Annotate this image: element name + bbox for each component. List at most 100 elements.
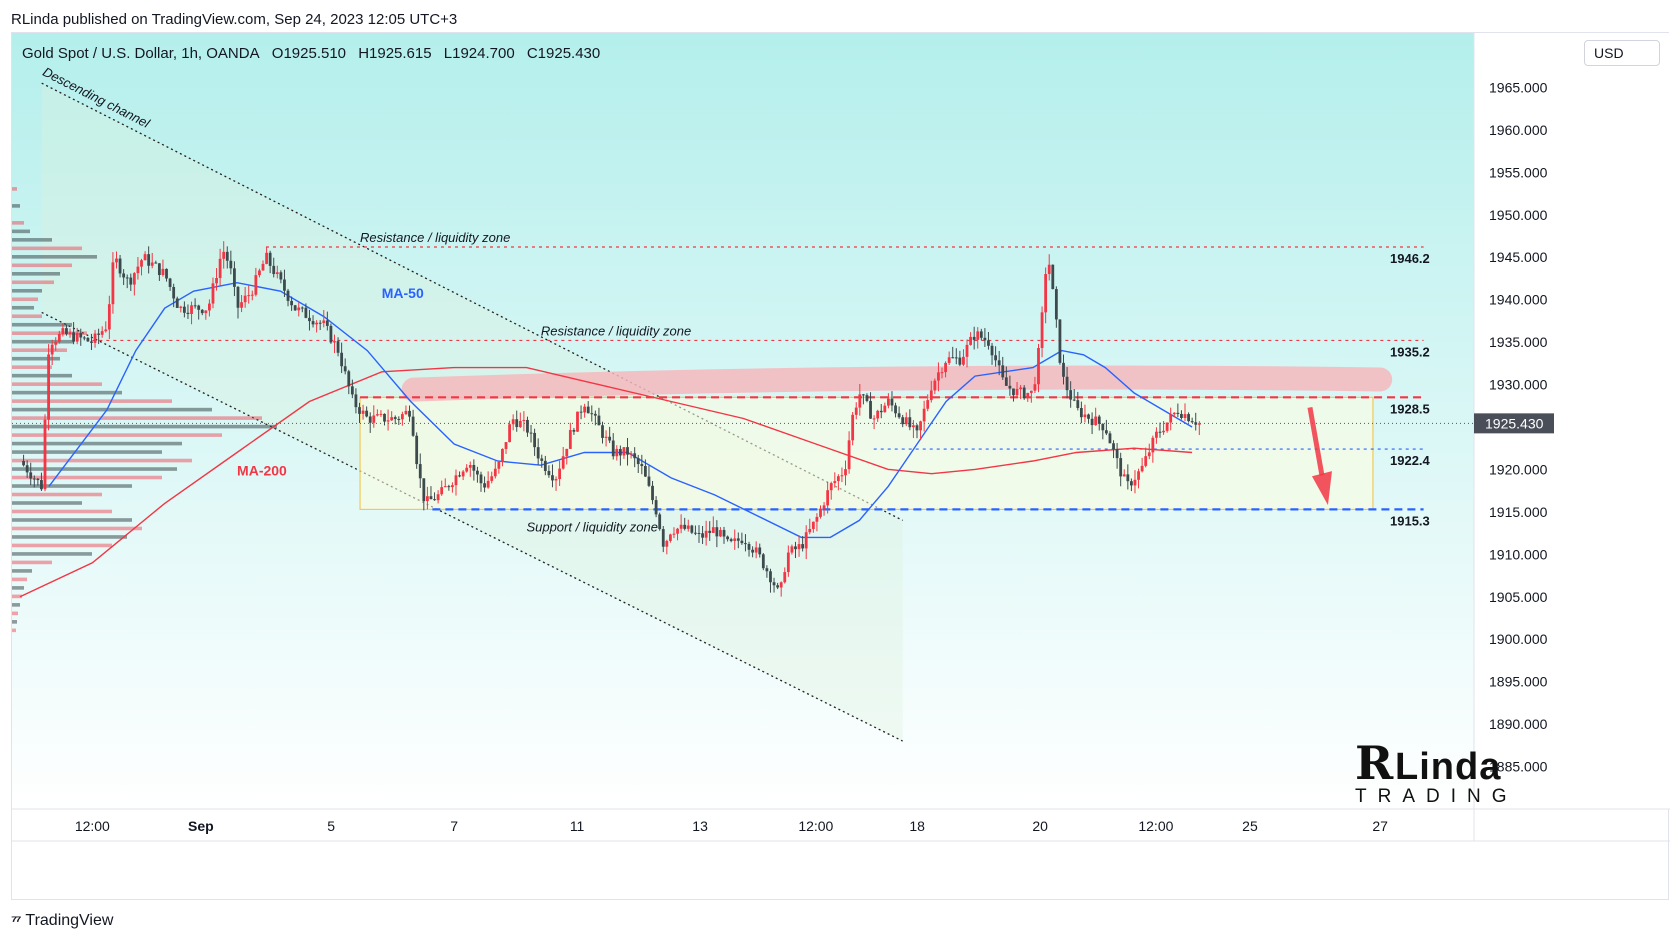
candle-body — [79, 333, 83, 338]
candle-body — [797, 544, 801, 550]
candle-body — [969, 336, 972, 345]
candle-body — [629, 453, 633, 455]
time-tick-label: 7 — [450, 818, 458, 834]
candle-body — [1083, 414, 1087, 418]
candle-body — [193, 305, 197, 307]
candle-body — [715, 527, 719, 537]
candle-body — [772, 582, 776, 586]
candle-body — [368, 416, 372, 423]
candle-body — [1115, 449, 1119, 459]
candle-body — [665, 540, 669, 547]
candle-body — [283, 279, 286, 291]
candle-body — [972, 336, 976, 340]
candle-body — [822, 505, 826, 509]
candle-body — [1119, 458, 1123, 477]
candle-body — [744, 543, 747, 545]
price-tick-label: 1965.000 — [1489, 79, 1548, 95]
candle-body — [82, 337, 86, 339]
volume-profile-bar — [12, 424, 277, 429]
price-tick-label: 1920.000 — [1489, 461, 1548, 477]
candle-body — [250, 294, 254, 296]
candle-body — [293, 305, 297, 311]
candle-body — [811, 521, 815, 529]
candle-body — [229, 260, 233, 269]
price-tick-label: 1885.000 — [1489, 759, 1548, 775]
ohlc-open: O1925.510 — [271, 45, 347, 62]
candle-body — [415, 435, 419, 465]
volume-profile-bar — [12, 280, 54, 285]
candle-body — [1112, 443, 1115, 450]
candle-body — [908, 417, 912, 428]
level-label: 1928.5 — [1390, 401, 1430, 416]
candle-body — [129, 277, 133, 285]
candle-body — [561, 456, 565, 469]
symbol-info: Gold Spot / U.S. Dollar, 1h, OANDA O1925… — [22, 45, 608, 62]
candle-body — [172, 286, 176, 299]
candle-body — [733, 538, 737, 542]
candle-body — [593, 413, 597, 416]
candle-body — [983, 337, 987, 341]
candle-body — [25, 465, 29, 473]
candle-body — [636, 458, 640, 465]
rlinda-logo: R Linda TRADING — [1355, 736, 1515, 807]
candle-body — [43, 419, 47, 490]
volume-profile-bar — [12, 603, 20, 607]
candle-body — [894, 405, 897, 414]
candle-body — [1144, 456, 1148, 466]
volume-profile-bar — [12, 611, 18, 616]
price-tick-label: 1955.000 — [1489, 164, 1548, 180]
candle-body — [440, 487, 444, 495]
candle-body — [711, 527, 715, 533]
time-tick-label: 25 — [1242, 818, 1258, 834]
candle-body — [886, 398, 890, 406]
candle-body — [265, 252, 268, 264]
candle-body — [422, 478, 426, 502]
candle-body — [912, 425, 915, 428]
candle-body — [61, 328, 65, 334]
candle-body — [590, 413, 594, 415]
candle-body — [551, 475, 554, 481]
price-tick-label: 1940.000 — [1489, 292, 1548, 308]
candle-body — [640, 464, 644, 467]
time-axis-ticks: 12:00 Sep 5 7 11 13 12:00 18 20 12:00 25 27 — [75, 818, 1388, 834]
candle-body — [1044, 274, 1048, 313]
currency-selector[interactable]: USD — [1584, 40, 1660, 66]
candle-body — [515, 419, 519, 428]
candle-body — [904, 417, 908, 425]
volume-profile-bar — [12, 492, 102, 497]
volume-profile-bar — [12, 221, 24, 225]
candle-body — [400, 414, 404, 420]
candle-body — [343, 366, 347, 372]
candle-body — [626, 447, 629, 455]
candle-body — [836, 476, 840, 482]
candle-body — [47, 354, 50, 420]
candle-body — [1180, 413, 1183, 418]
time-tick-label: 12:00 — [1138, 818, 1173, 834]
candle-body — [347, 371, 351, 387]
candle-body — [204, 310, 208, 314]
tradingview-brand[interactable]: ⁷⁷ TradingView — [11, 912, 113, 930]
volume-profile-bar — [12, 339, 74, 344]
candle-body — [1172, 412, 1176, 415]
candle-body — [54, 341, 58, 345]
candle-body — [243, 295, 247, 303]
candle-body — [1094, 416, 1098, 426]
chart-canvas[interactable]: 1946.21935.21928.51922.41915.3Descending… — [12, 33, 1670, 901]
candle-body — [736, 538, 740, 541]
candle-body — [118, 258, 122, 274]
candle-body — [604, 436, 608, 438]
candle-body — [472, 465, 476, 471]
candle-body — [861, 394, 865, 396]
candle-body — [751, 549, 754, 553]
candle-body — [1140, 465, 1144, 472]
volume-profile-bar — [12, 535, 127, 539]
candle-body — [1008, 385, 1012, 389]
candle-body — [1087, 414, 1090, 419]
candle-body — [279, 272, 283, 280]
candle-body — [358, 407, 361, 414]
candle-body — [436, 494, 440, 501]
candle-body — [418, 464, 422, 479]
chart-annotation: MA-50 — [382, 285, 424, 301]
candle-body — [1147, 452, 1151, 457]
candle-body — [719, 530, 722, 537]
